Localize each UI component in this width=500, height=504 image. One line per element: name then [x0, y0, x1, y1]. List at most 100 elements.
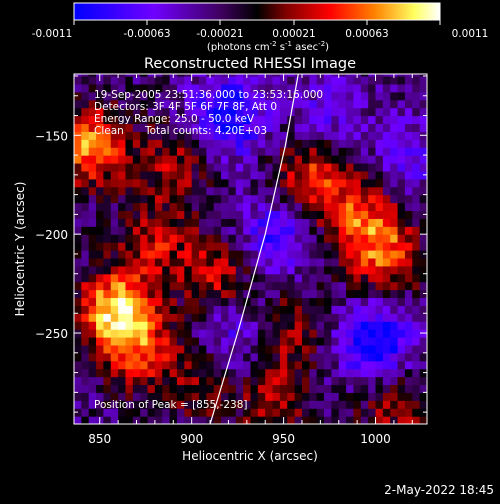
- heatmap-cell: [88, 170, 97, 180]
- heatmap-cell: [199, 329, 207, 338]
- heatmap-cell: [331, 131, 340, 140]
- heatmap-cell: [132, 131, 141, 140]
- heatmap-cell: [228, 329, 237, 338]
- heatmap-cell: [243, 273, 252, 283]
- heatmap-cell: [103, 281, 112, 291]
- heatmap-cell: [140, 107, 149, 117]
- heatmap-cell: [390, 392, 399, 401]
- heatmap-cell: [301, 305, 310, 314]
- heatmap-cell: [74, 281, 82, 291]
- heatmap-cell: [235, 384, 244, 393]
- heatmap-cell: [309, 186, 318, 196]
- heatmap-cell: [287, 178, 296, 188]
- heatmap-cell: [228, 226, 237, 235]
- heatmap-cell: [228, 313, 237, 322]
- heatmap-cell: [96, 83, 105, 93]
- heatmap-cell: [287, 249, 296, 259]
- heatmap-cell: [397, 384, 406, 393]
- heatmap-cell: [390, 329, 399, 338]
- heatmap-cell: [199, 170, 207, 180]
- heatmap-cell: [346, 305, 355, 314]
- heatmap-cell: [221, 74, 230, 77]
- heatmap-cell: [140, 249, 149, 259]
- heatmap-cell: [235, 336, 244, 346]
- heatmap-cell: [346, 265, 355, 275]
- heatmap-cell: [250, 368, 259, 378]
- heatmap-cell: [265, 74, 274, 77]
- heatmap-cell: [368, 368, 377, 378]
- heatmap-cell: [316, 147, 325, 156]
- heatmap-cell: [162, 281, 171, 291]
- heatmap-cell: [74, 265, 82, 275]
- heatmap-cell: [125, 75, 134, 85]
- heatmap-cell: [250, 265, 259, 275]
- heatmap-cell: [360, 83, 369, 93]
- heatmap-cell: [140, 416, 149, 424]
- heatmap-cell: [140, 281, 149, 291]
- heatmap-cell: [346, 376, 355, 386]
- heatmap-cell: [257, 147, 266, 156]
- heatmap-cell: [331, 186, 340, 196]
- heatmap-cell: [191, 155, 200, 164]
- heatmap-cell: [184, 155, 193, 164]
- heatmap-cell: [287, 155, 296, 164]
- heatmap-cell: [368, 249, 377, 259]
- heatmap-cell: [382, 147, 391, 156]
- heatmap-cell: [353, 155, 362, 164]
- heatmap-cell: [309, 99, 318, 109]
- heatmap-cell: [404, 131, 413, 140]
- heatmap-cell: [368, 218, 377, 227]
- heatmap-cell: [118, 202, 127, 212]
- heatmap-cell: [110, 99, 119, 109]
- heatmap-cell: [346, 273, 355, 283]
- heatmap-cell: [235, 408, 244, 417]
- heatmap-cell: [103, 178, 112, 188]
- heatmap-cell: [287, 297, 296, 306]
- heatmap-cell: [88, 273, 97, 283]
- heatmap-cell: [338, 131, 347, 140]
- y-axis-ticks: −250−200−150: [35, 75, 427, 413]
- heatmap-cell: [184, 329, 193, 338]
- heatmap-cell: [88, 249, 97, 259]
- heatmap-cell: [206, 384, 215, 393]
- heatmap-cell: [74, 162, 82, 172]
- x-tick-label: 1000: [360, 432, 391, 446]
- heatmap-cell: [74, 360, 82, 370]
- heatmap-cell: [228, 107, 237, 117]
- heatmap-cell: [309, 139, 318, 148]
- heatmap-cell: [301, 400, 310, 409]
- heatmap-cell: [309, 321, 318, 330]
- heatmap-cell: [412, 139, 421, 148]
- heatmap-cell: [140, 147, 149, 156]
- heatmap-cell: [235, 329, 244, 338]
- heatmap-cell: [375, 249, 384, 259]
- heatmap-cell: [287, 210, 296, 219]
- heatmap-cell: [81, 91, 90, 101]
- heatmap-cell: [272, 75, 281, 85]
- heatmap-cell: [147, 257, 156, 267]
- heatmap-cell: [404, 91, 413, 101]
- heatmap-cell: [110, 162, 119, 172]
- heatmap-cell: [162, 297, 171, 306]
- heatmap-cell: [412, 234, 421, 243]
- heatmap-cell: [169, 155, 178, 164]
- heatmap-cell: [353, 352, 362, 362]
- heatmap-cell: [419, 155, 427, 164]
- heatmap-cell: [287, 329, 296, 338]
- heatmap-cell: [294, 249, 303, 259]
- heatmap-cell: [316, 368, 325, 378]
- heatmap-cell: [147, 131, 156, 140]
- heatmap-cell: [309, 234, 318, 243]
- heatmap-cell: [206, 297, 215, 306]
- heatmap-cell: [147, 234, 156, 243]
- heatmap-cell: [140, 139, 149, 148]
- heatmap-cell: [412, 400, 421, 409]
- heatmap-cell: [375, 265, 384, 275]
- heatmap-cell: [338, 249, 347, 259]
- heatmap-cell: [184, 313, 193, 322]
- heatmap-cell: [331, 226, 340, 235]
- heatmap-cell: [257, 218, 266, 227]
- heatmap-cell: [199, 194, 207, 204]
- heatmap-cell: [221, 344, 230, 354]
- heatmap-cell: [118, 194, 127, 204]
